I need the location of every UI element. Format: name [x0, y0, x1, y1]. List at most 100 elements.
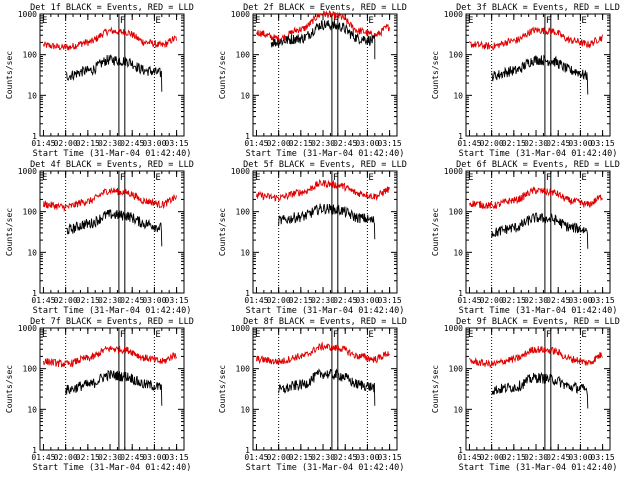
x-tick-label: 02:15 — [289, 139, 313, 148]
marker-label-right: E — [155, 330, 160, 340]
y-tick-label: 1 — [458, 289, 463, 298]
x-tick-label: 02:15 — [502, 296, 526, 305]
series-lld — [256, 10, 390, 44]
y-tick-label: 100 — [23, 51, 38, 60]
series-lld — [43, 345, 177, 368]
y-tick-label: 100 — [449, 208, 464, 217]
y-axis-label: Counts/sec — [431, 208, 440, 256]
marker-label-center: F — [120, 16, 125, 26]
y-axis-label: Counts/sec — [218, 208, 227, 256]
y-tick-label: 1000 — [444, 10, 463, 19]
x-tick-label: 03:00 — [568, 453, 592, 462]
x-tick-label: 03:00 — [355, 453, 379, 462]
x-tick-label: 02:45 — [333, 296, 357, 305]
series-events — [65, 209, 163, 247]
x-axis-label: Start Time (31-Mar-04 01:42:40) — [246, 306, 405, 316]
panel-title: Det 9f BLACK = Events, RED = LLD — [456, 317, 620, 327]
y-tick-label: 100 — [449, 51, 464, 60]
x-tick-label: 03:15 — [165, 453, 189, 462]
marker-label-center: F — [546, 16, 551, 26]
series-events — [491, 54, 589, 95]
marker-label-center: F — [333, 16, 338, 26]
plot-frame — [252, 13, 398, 137]
panel-det-6: Det 6f BLACK = Events, RED = LLD 1 10 100 10… — [431, 160, 620, 316]
panel-title: Det 4f BLACK = Events, RED = LLD — [30, 160, 194, 170]
panel-det-3: Det 3f BLACK = Events, RED = LLD 1 10 100 10… — [431, 3, 620, 159]
panel-title: Det 3f BLACK = Events, RED = LLD — [456, 3, 620, 13]
y-tick-label: 10 — [27, 405, 37, 414]
series-lld — [256, 341, 390, 365]
marker-label-left: E — [255, 173, 260, 183]
panel-det-2: Det 2f BLACK = Events, RED = LLD 1 10 100 10… — [218, 3, 407, 159]
series-events — [65, 369, 163, 406]
x-tick-label: 01:45 — [244, 296, 268, 305]
x-tick-label: 03:15 — [378, 453, 402, 462]
marker-label-center: F — [546, 330, 551, 340]
y-tick-label: 1 — [32, 132, 37, 141]
plot-frame — [465, 327, 611, 451]
y-axis-label: Counts/sec — [5, 208, 14, 256]
panel-det-1: Det 1f BLACK = Events, RED = LLD 1 10 100 10… — [5, 3, 194, 159]
x-tick-label: 02:45 — [546, 453, 570, 462]
marker-label-right: E — [368, 173, 373, 183]
series-events — [278, 203, 376, 240]
panel-title: Det 2f BLACK = Events, RED = LLD — [243, 3, 407, 13]
y-tick-label: 1 — [458, 446, 463, 455]
x-tick-label: 02:15 — [289, 453, 313, 462]
y-tick-label: 1000 — [444, 167, 463, 176]
y-tick-label: 1000 — [231, 324, 250, 333]
y-tick-label: 1000 — [18, 10, 37, 19]
plot-frame — [39, 13, 185, 137]
x-tick-label: 02:30 — [98, 296, 122, 305]
x-tick-label: 01:45 — [31, 296, 55, 305]
x-tick-label: 03:15 — [378, 296, 402, 305]
x-tick-label: 03:00 — [355, 296, 379, 305]
x-tick-label: 02:30 — [524, 139, 548, 148]
x-tick-label: 01:45 — [457, 453, 481, 462]
y-axis-label: Counts/sec — [431, 51, 440, 99]
y-tick-label: 1 — [32, 289, 37, 298]
y-axis-label: Counts/sec — [218, 365, 227, 413]
x-tick-label: 03:15 — [165, 139, 189, 148]
y-tick-label: 100 — [23, 365, 38, 374]
marker-label-right: E — [368, 330, 373, 340]
plot-frame — [465, 170, 611, 294]
y-tick-label: 1000 — [18, 167, 37, 176]
series-events — [491, 212, 589, 249]
x-tick-label: 02:15 — [502, 453, 526, 462]
x-axis-label: Start Time (31-Mar-04 01:42:40) — [459, 149, 618, 159]
y-axis-label: Counts/sec — [431, 365, 440, 413]
y-tick-label: 10 — [240, 91, 250, 100]
x-tick-label: 02:30 — [98, 139, 122, 148]
marker-label-left: E — [42, 173, 47, 183]
x-tick-label: 02:30 — [311, 453, 335, 462]
y-tick-label: 1000 — [231, 167, 250, 176]
marker-label-center: F — [546, 173, 551, 183]
series-events — [278, 367, 376, 406]
x-tick-label: 02:15 — [502, 139, 526, 148]
y-tick-label: 1 — [245, 446, 250, 455]
x-tick-label: 03:00 — [568, 296, 592, 305]
x-tick-label: 02:00 — [480, 296, 504, 305]
series-lld — [469, 346, 603, 368]
x-tick-label: 02:15 — [76, 139, 100, 148]
x-tick-label: 02:00 — [54, 453, 78, 462]
x-tick-label: 02:30 — [524, 453, 548, 462]
y-tick-label: 1 — [458, 132, 463, 141]
marker-label-left: E — [255, 16, 260, 26]
marker-label-right: E — [368, 16, 373, 26]
marker-label-center: F — [333, 330, 338, 340]
x-tick-label: 03:00 — [142, 453, 166, 462]
plot-frame — [252, 327, 398, 451]
y-tick-label: 10 — [240, 405, 250, 414]
x-tick-label: 03:15 — [591, 139, 615, 148]
x-tick-label: 02:00 — [480, 453, 504, 462]
x-axis-label: Start Time (31-Mar-04 01:42:40) — [246, 149, 405, 159]
x-tick-label: 02:00 — [54, 296, 78, 305]
x-tick-label: 02:45 — [120, 453, 144, 462]
y-axis-label: Counts/sec — [5, 365, 14, 413]
panel-title: Det 8f BLACK = Events, RED = LLD — [243, 317, 407, 327]
panel-det-4: Det 4f BLACK = Events, RED = LLD 1 10 100 10… — [5, 160, 194, 316]
x-tick-label: 01:45 — [244, 453, 268, 462]
y-tick-label: 10 — [453, 248, 463, 257]
